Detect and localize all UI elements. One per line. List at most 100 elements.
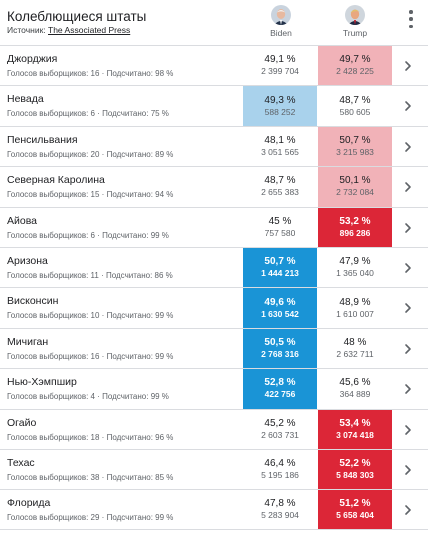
page-title: Колеблющиеся штаты [7,9,147,24]
biden-votes: 1 630 542 [261,308,299,319]
state-meta: Голосов выборщиков: 4 · Подсчитано: 99 % [7,392,169,402]
header: Колеблющиеся штаты Источник: The Associa… [0,0,428,45]
trump-percent: 52,2 % [339,458,371,470]
trump-percent: 51,2 % [339,497,371,509]
state-row[interactable]: Мичиган Голосов выборщиков: 16 · Подсчита… [0,327,428,369]
state-row[interactable]: Северная Каролина Голосов выборщиков: 15 … [0,166,428,207]
chevron-right-icon[interactable] [402,60,414,72]
state-name: Пенсильвания [7,133,78,146]
state-meta: Голосов выборщиков: 11 · Подсчитано: 86 … [7,270,173,280]
biden-label: Biden [270,28,292,38]
state-name: Техас [7,456,35,469]
chevron-right-icon[interactable] [402,424,414,436]
trump-percent: 53,4 % [339,417,371,429]
trump-percent: 50,1 % [339,175,371,187]
state-meta: Голосов выборщиков: 16 · Подсчитано: 98 … [7,69,174,78]
biden-result: 45,2 % 2 603 731 [243,410,317,449]
trump-votes: 2 632 711 [336,348,374,359]
biden-percent: 49,1 % [264,54,296,66]
more-options-icon[interactable] [404,10,418,28]
chevron-right-icon[interactable] [402,141,414,153]
trump-label: Trump [342,28,368,38]
biden-portrait-icon [271,5,291,25]
trump-votes: 5 658 404 [336,509,374,520]
trump-result: 49,7 % 2 428 225 [318,46,392,86]
state-row[interactable]: Висконсин Голосов выборщиков: 10 · Подсчи… [0,287,428,328]
state-name: Айова [7,214,38,227]
trump-percent: 50,7 % [339,134,371,146]
biden-percent: 48,1 % [264,134,296,146]
trump-portrait-icon [345,5,365,25]
state-row[interactable]: Джорджия Голосов выборщиков: 16 · Подсчит… [0,45,428,86]
states-table: Джорджия Голосов выборщиков: 16 · Подсчит… [0,45,428,530]
trump-result: 51,2 % 5 658 404 [318,490,392,529]
state-row[interactable]: Техас Голосов выборщиков: 38 · Подсчитано… [0,448,428,490]
trump-votes: 3 215 983 [336,146,374,157]
source-link[interactable]: The Associated Press [48,25,131,35]
state-meta: Голосов выборщиков: 6 · Подсчитано: 99 % [7,230,169,240]
state-meta: Голосов выборщиков: 6 · Подсчитано: 75 % [7,109,169,119]
biden-votes: 1 444 213 [261,268,299,279]
state-row[interactable]: Невада Голосов выборщиков: 6 · Подсчитано… [0,85,428,126]
state-meta: Голосов выборщиков: 15 · Подсчитано: 94 … [7,190,174,200]
biden-result: 48,7 % 2 655 383 [243,167,317,206]
state-row[interactable]: Пенсильвания Голосов выборщиков: 20 · Под… [0,125,428,167]
state-name: Мичиган [7,335,49,348]
trump-percent: 48,7 % [339,94,371,106]
trump-votes: 1 365 040 [336,268,374,279]
chevron-right-icon[interactable] [402,464,414,476]
biden-result: 50,7 % 1 444 213 [243,247,317,288]
state-row[interactable]: Аризона Голосов выборщиков: 11 · Подсчита… [0,246,428,288]
state-row[interactable]: Айова Голосов выборщиков: 6 · Подсчитано:… [0,206,428,247]
chevron-right-icon[interactable] [402,343,414,355]
biden-percent: 49,3 % [264,94,296,106]
chevron-right-icon[interactable] [402,100,414,112]
trump-votes: 2 732 084 [336,187,374,198]
state-meta: Голосов выборщиков: 38 · Подсчитано: 85 … [7,472,174,482]
state-row[interactable]: Огайо Голосов выборщиков: 18 · Подсчитано… [0,408,428,449]
biden-percent: 48,7 % [264,175,296,187]
state-name: Висконсин [7,295,59,308]
chevron-right-icon[interactable] [402,262,414,274]
state-meta: Голосов выборщиков: 16 · Подсчитано: 99 … [7,351,174,361]
state-name: Флорида [7,497,51,510]
biden-result: 45 % 757 580 [243,208,317,247]
trump-percent: 48,9 % [339,296,371,308]
state-row[interactable]: Флорида Голосов выборщиков: 29 · Подсчита… [0,489,428,530]
state-name: Джорджия [7,53,58,65]
chevron-right-icon[interactable] [402,181,414,193]
trump-votes: 580 605 [339,106,371,117]
biden-votes: 2 768 316 [261,348,299,359]
chevron-right-icon[interactable] [402,222,414,234]
trump-votes: 2 428 225 [336,66,374,77]
trump-percent: 49,7 % [339,54,371,66]
biden-votes: 2 655 383 [261,187,299,198]
biden-avatar [271,5,291,25]
biden-result: 49,6 % 1 630 542 [243,288,317,328]
chevron-right-icon[interactable] [402,383,414,395]
biden-votes: 3 051 565 [261,146,299,157]
biden-result: 47,8 % 5 283 904 [243,490,317,528]
biden-result: 49,3 % 588 252 [243,86,317,126]
candidate-trump: Trump [317,4,393,38]
biden-result: 48,1 % 3 051 565 [243,127,317,166]
trump-percent: 48 % [343,336,367,348]
state-meta: Голосов выборщиков: 10 · Подсчитано: 99 … [7,311,174,321]
biden-percent: 45 % [268,215,292,227]
biden-percent: 47,8 % [264,497,296,509]
trump-result: 48,9 % 1 610 007 [318,288,392,327]
trump-result: 48,7 % 580 605 [318,86,392,125]
biden-result: 50,5 % 2 768 316 [243,328,317,369]
trump-result: 45,6 % 364 889 [318,369,392,408]
biden-result: 49,1 % 2 399 704 [243,46,317,85]
chevron-right-icon[interactable] [402,302,414,314]
state-name: Аризона [7,254,48,267]
chevron-right-icon[interactable] [402,504,414,516]
trump-result: 48 % 2 632 711 [318,329,392,368]
trump-result: 47,9 % 1 365 040 [318,248,392,287]
trump-result: 50,7 % 3 215 983 [318,126,392,167]
source-line: Источник: The Associated Press [7,25,130,35]
state-row[interactable]: Нью-Хэмпшир Голосов выборщиков: 4 · Подсч… [0,368,428,409]
trump-votes: 364 889 [339,389,371,400]
biden-result: 46,4 % 5 195 186 [243,450,317,489]
